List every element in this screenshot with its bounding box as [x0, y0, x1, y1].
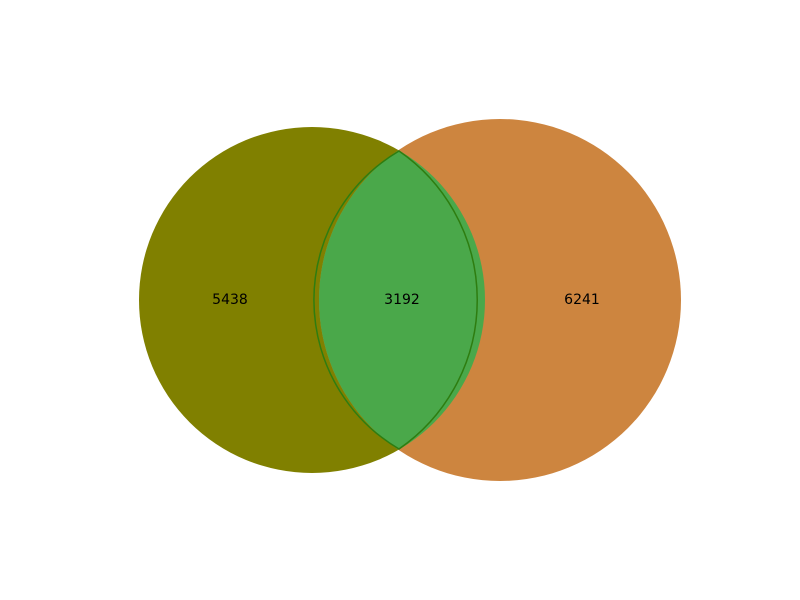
intersection-outline [313, 150, 478, 450]
region-right-only-label: 6241 [564, 292, 600, 308]
intersection-region [319, 127, 485, 473]
region-left-only-label: 5438 [212, 292, 248, 308]
region-intersection-label: 3192 [384, 292, 420, 308]
